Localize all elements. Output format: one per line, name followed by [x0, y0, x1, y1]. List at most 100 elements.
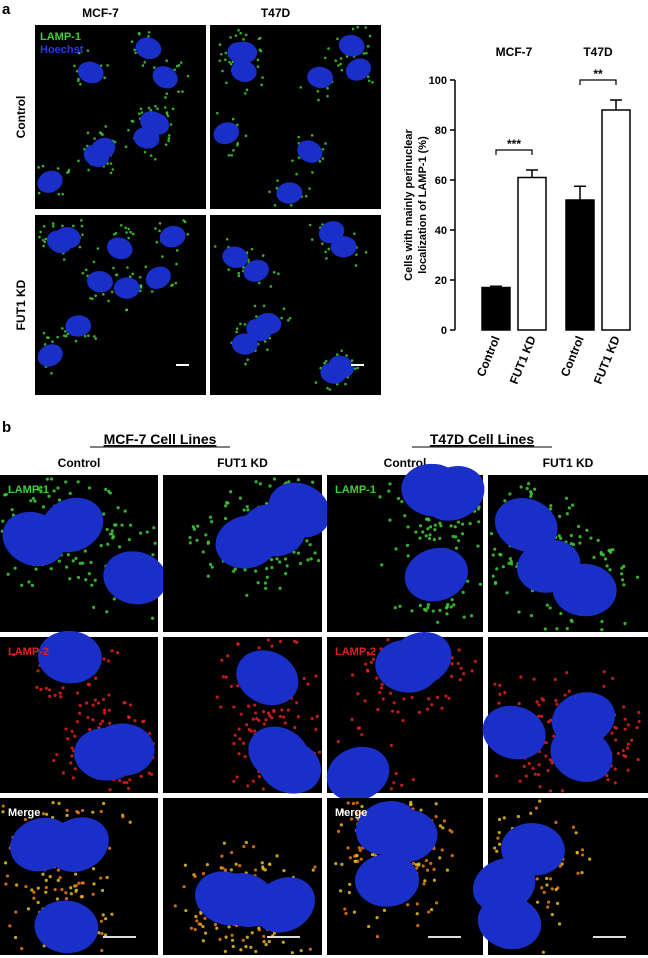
- vesicle: [606, 778, 610, 782]
- vesicle: [184, 908, 188, 913]
- vesicle: [265, 566, 269, 571]
- vesicle: [296, 551, 301, 555]
- vesicle: [111, 536, 115, 540]
- vesicle: [127, 128, 130, 132]
- vesicle: [20, 947, 24, 951]
- vesicle: [498, 683, 502, 687]
- vesicle: [272, 477, 277, 481]
- vesicle: [429, 907, 434, 912]
- y-tick-label: 100: [429, 75, 447, 87]
- vesicle: [268, 190, 271, 194]
- vesicle: [389, 743, 393, 747]
- vesicle: [364, 662, 368, 666]
- vesicle: [237, 28, 240, 32]
- vesicle: [53, 887, 57, 892]
- vesicle: [44, 890, 48, 894]
- vesicle: [320, 242, 324, 245]
- vesicle: [140, 111, 144, 114]
- vesicle: [263, 340, 267, 343]
- vesicle: [378, 495, 382, 499]
- vesicle: [267, 939, 271, 944]
- vesicle: [611, 548, 615, 552]
- vesicle: [456, 661, 460, 666]
- vesicle: [91, 892, 95, 896]
- vesicle: [225, 501, 229, 505]
- vesicle: [378, 690, 382, 695]
- bar: [601, 109, 631, 331]
- vesicle: [392, 701, 396, 705]
- vesicle: [243, 323, 247, 326]
- vesicle: [449, 605, 453, 609]
- vesicle: [308, 187, 311, 190]
- vesicle: [284, 572, 288, 576]
- vesicle: [105, 527, 109, 532]
- vesicle: [262, 722, 266, 726]
- vesicle: [438, 608, 442, 612]
- nucleus: [37, 630, 102, 684]
- vesicle: [225, 237, 229, 241]
- vesicle: [227, 268, 231, 271]
- vesicle: [381, 697, 385, 701]
- vesicle: [344, 382, 347, 386]
- vesicle: [107, 299, 110, 303]
- vesicle: [257, 775, 262, 779]
- vesicle: [402, 697, 406, 701]
- vesicle: [36, 669, 40, 673]
- vesicle: [288, 316, 292, 320]
- vesicle: [74, 556, 78, 561]
- vesicle: [98, 722, 103, 726]
- nucleus: [37, 344, 63, 367]
- vesicle: [59, 695, 63, 699]
- vesicle: [351, 801, 356, 806]
- channel-label: LAMP-1: [335, 484, 376, 496]
- micrograph: [327, 463, 485, 632]
- vesicle: [442, 819, 447, 823]
- vesicle: [232, 741, 236, 746]
- vesicle: [406, 554, 410, 558]
- vesicle: [432, 538, 436, 542]
- vesicle: [343, 907, 347, 911]
- vesicle: [424, 517, 429, 521]
- vesicle: [87, 334, 90, 338]
- vesicle: [242, 266, 245, 269]
- stain-label: Hoechst: [40, 44, 84, 56]
- vesicle: [91, 810, 95, 814]
- vesicle: [371, 81, 374, 84]
- vesicle: [605, 564, 609, 568]
- vesicle: [125, 231, 128, 234]
- vesicle: [388, 518, 392, 522]
- vesicle: [165, 59, 168, 63]
- vesicle: [1, 810, 5, 814]
- vesicle: [221, 866, 225, 870]
- vesicle: [270, 565, 274, 570]
- vesicle: [147, 771, 151, 775]
- vesicle: [74, 339, 78, 343]
- vesicle: [291, 159, 294, 162]
- category-label: T47D: [583, 45, 613, 59]
- vesicle: [6, 572, 10, 576]
- vesicle: [232, 705, 236, 709]
- vesicle: [79, 82, 82, 86]
- vesicle: [81, 561, 85, 565]
- vesicle: [138, 289, 142, 293]
- vesicle: [154, 104, 157, 108]
- vesicle: [268, 714, 272, 718]
- y-tick-label: 80: [435, 125, 447, 137]
- vesicle: [548, 877, 553, 881]
- vesicle: [94, 294, 97, 298]
- nucleus: [404, 547, 468, 602]
- vesicle: [552, 734, 556, 738]
- vesicle: [585, 528, 589, 532]
- vesicle: [257, 646, 261, 650]
- vesicle: [548, 789, 553, 793]
- vesicle: [102, 512, 106, 516]
- vesicle: [85, 701, 89, 705]
- vesicle: [375, 916, 379, 920]
- vesicle: [241, 938, 245, 942]
- vesicle: [340, 862, 344, 866]
- vesicle: [93, 578, 97, 582]
- vesicle: [62, 258, 66, 261]
- vesicle: [346, 801, 350, 805]
- vesicle: [375, 676, 379, 680]
- vesicle: [94, 337, 97, 340]
